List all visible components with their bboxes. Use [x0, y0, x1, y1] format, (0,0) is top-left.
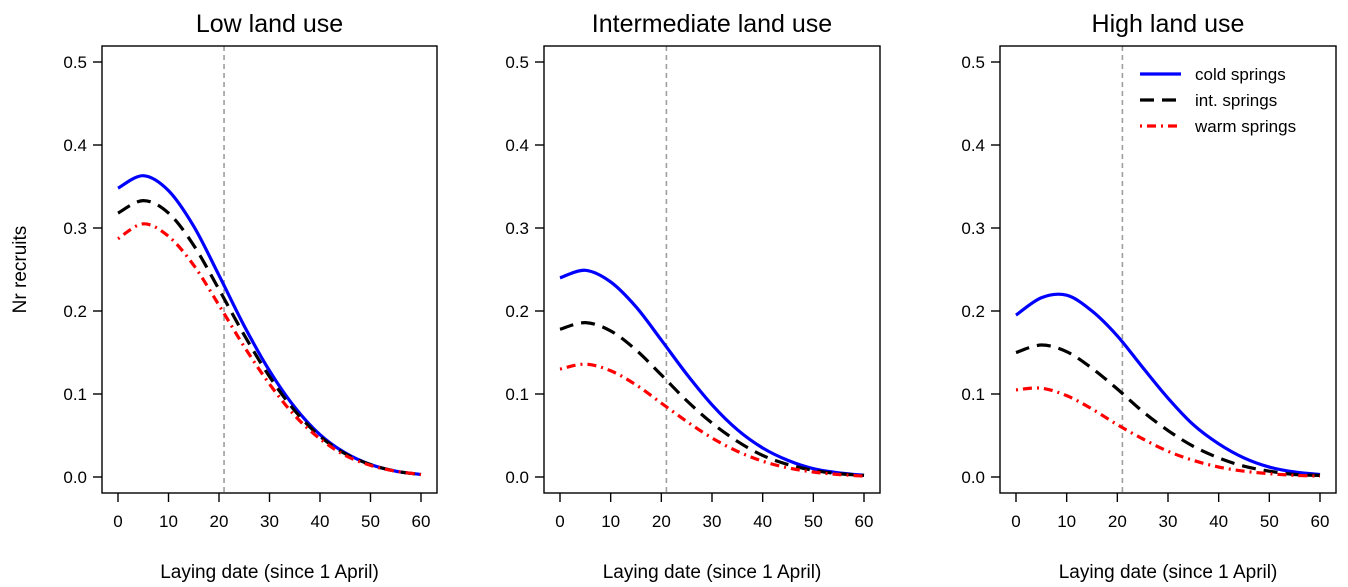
y-tick-label: 0.2	[961, 302, 985, 321]
x-tick-label: 0	[113, 512, 122, 531]
x-tick-label: 60	[412, 512, 431, 531]
series-line-int-springs	[559, 321, 865, 477]
legend-entry: warm springs	[1194, 117, 1296, 136]
x-tick-label: 60	[855, 512, 874, 531]
series-line-warm-springs	[1015, 386, 1321, 478]
y-tick-label: 0.4	[961, 136, 985, 155]
y-tick-label: 0.3	[63, 219, 87, 238]
y-tick-label: 0.4	[505, 136, 529, 155]
y-tick-label: 0.3	[961, 219, 985, 238]
series-line-warm-springs	[117, 222, 422, 477]
panel-2: Intermediate land use 0 10 20 30 40 50 60 0.0 0.1…	[505, 10, 881, 583]
y-tick-label: 0.1	[63, 385, 87, 404]
y-axis-label: Nr recruits	[10, 226, 31, 314]
x-tick-label: 60	[1311, 512, 1330, 531]
y-tick-label: 0.0	[505, 468, 529, 487]
y-tick-label: 0.2	[63, 302, 87, 321]
y-tick-label: 0.0	[63, 468, 87, 487]
x-tick-label: 30	[703, 512, 722, 531]
legend-entry: int. springs	[1195, 91, 1277, 110]
x-tick-label: 40	[1209, 512, 1228, 531]
y-tick-label: 0.2	[505, 302, 529, 321]
legend: cold springs int. springs warm springs	[1140, 65, 1296, 136]
x-tick-label: 20	[652, 512, 671, 531]
y-tick-label: 0.5	[961, 53, 985, 72]
x-tick-label: 20	[1108, 512, 1127, 531]
x-tick-label: 30	[260, 512, 279, 531]
series-line-int-springs	[117, 199, 422, 477]
y-tick-label: 0.5	[505, 53, 529, 72]
x-tick-label: 20	[210, 512, 229, 531]
panel-title: Intermediate land use	[592, 10, 832, 38]
x-tick-label: 0	[555, 512, 564, 531]
panel-title: Low land use	[196, 10, 343, 38]
series-line-cold-springs	[1015, 292, 1321, 477]
x-tick-label: 50	[804, 512, 823, 531]
panel-1: Low land use 0 10 20 30 40 50 60 0.0 0.1 0.2 0.3 0.4…	[10, 10, 438, 583]
y-tick-label: 0.4	[63, 136, 87, 155]
y-tick-label: 0.1	[505, 385, 529, 404]
y-tick-label: 0.3	[505, 219, 529, 238]
panel-title: High land use	[1092, 10, 1245, 38]
y-tick-label: 0.0	[961, 468, 985, 487]
x-axis-label: Laying date (since 1 April)	[603, 562, 822, 583]
legend-entry: cold springs	[1195, 65, 1286, 84]
x-tick-label: 10	[601, 512, 620, 531]
plot-frame	[101, 45, 438, 494]
series-line-int-springs	[1015, 343, 1321, 477]
y-tick-label: 0.5	[63, 53, 87, 72]
series-line-warm-springs	[559, 362, 865, 478]
x-tick-label: 0	[1011, 512, 1020, 531]
series-line-cold-springs	[559, 268, 865, 477]
x-tick-label: 50	[361, 512, 380, 531]
x-tick-label: 10	[1057, 512, 1076, 531]
y-tick-label: 0.1	[961, 385, 985, 404]
series-line-cold-springs	[117, 174, 422, 477]
x-tick-label: 10	[159, 512, 178, 531]
x-axis-label: Laying date (since 1 April)	[1059, 562, 1278, 583]
x-tick-label: 40	[753, 512, 772, 531]
x-axis-label: Laying date (since 1 April)	[160, 562, 379, 583]
x-tick-label: 40	[311, 512, 330, 531]
plot-frame	[999, 45, 1337, 494]
x-tick-label: 50	[1260, 512, 1279, 531]
plot-frame	[543, 45, 881, 494]
panel-3: High land use 0 10 20 30 40 50 60 0.0 0.1 0.2 0.3 0.…	[961, 10, 1337, 583]
x-tick-label: 30	[1159, 512, 1178, 531]
